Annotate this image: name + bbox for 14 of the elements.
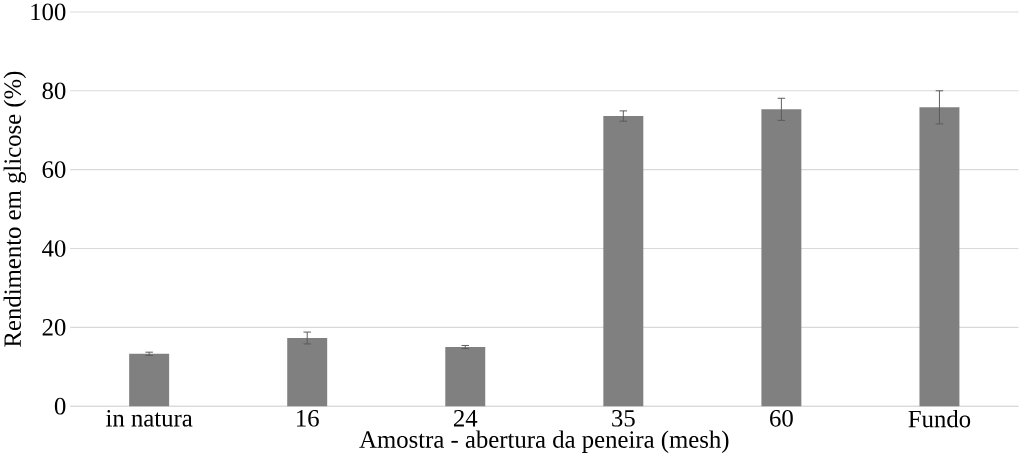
- y-tick-label: 100: [31, 3, 66, 21]
- y-tick-label: 0: [54, 398, 66, 415]
- y-axis-title: Rendimento em glicose (%): [3, 71, 27, 348]
- x-tick-label: in natura: [106, 410, 193, 427]
- x-tick-label: 24: [453, 410, 478, 427]
- y-tick-label: 80: [42, 82, 66, 100]
- y-tick-label: 40: [42, 240, 66, 258]
- x-tick-label: Fundo: [908, 410, 971, 428]
- x-tick-label: 35: [612, 410, 635, 427]
- x-axis-title: Amostra - abertura da peneira (mesh): [359, 430, 729, 454]
- x-tick-label: 60: [770, 410, 793, 427]
- y-tick-label: 60: [42, 161, 66, 179]
- y-tick-label: 20: [42, 319, 66, 336]
- x-tick-label: 16: [297, 410, 319, 427]
